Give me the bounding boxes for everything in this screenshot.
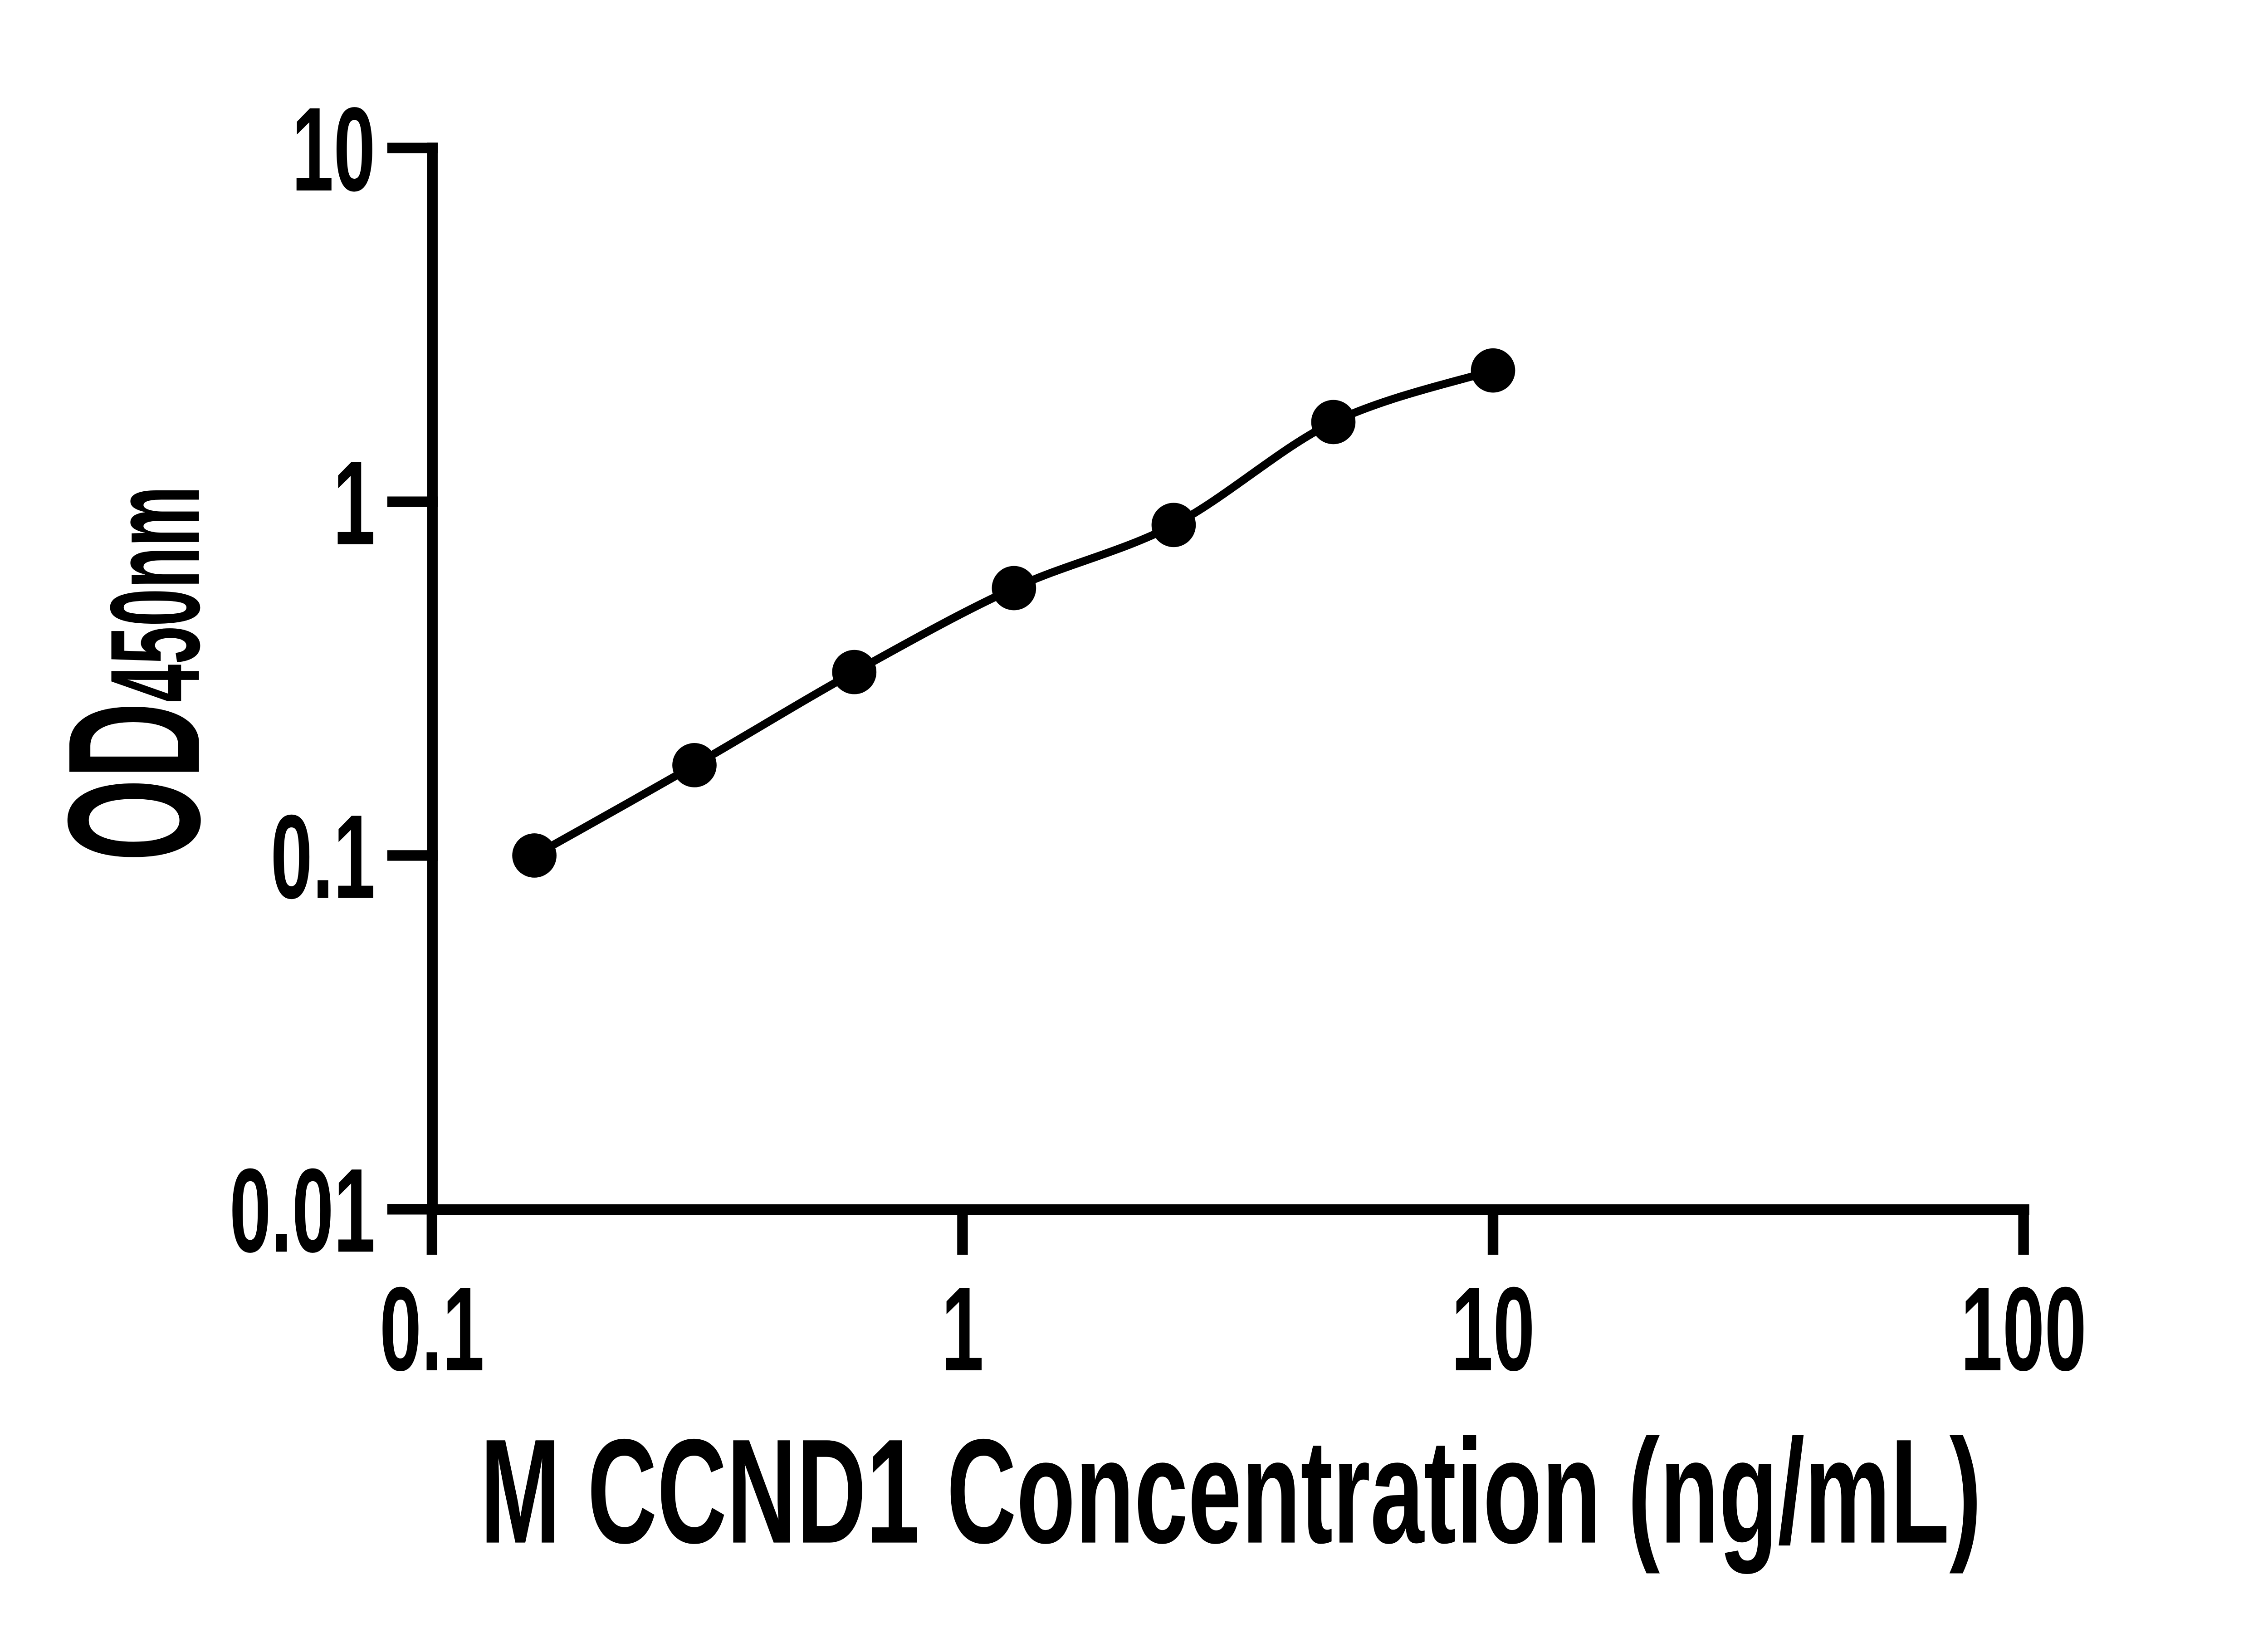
x-tick-label: 0.1 <box>380 1262 484 1395</box>
y-tick-label: 0.1 <box>270 790 375 924</box>
data-point-marker <box>1471 348 1515 393</box>
data-point-marker <box>1151 503 1196 548</box>
x-tick-label: 10 <box>1451 1262 1535 1395</box>
y-axis-title-subscript: 450nm <box>84 486 226 703</box>
data-point-marker <box>512 833 557 878</box>
axes <box>427 142 2029 1215</box>
y-axis-title: OD450nm <box>29 486 239 861</box>
data-points <box>512 348 1515 878</box>
y-axis-title-main: OD <box>29 702 239 861</box>
x-axis-tick-labels: 0.1 1 10 100 <box>380 1262 2087 1395</box>
data-point-marker <box>992 566 1036 611</box>
data-point-marker <box>1311 400 1356 445</box>
x-tick-label: 1 <box>941 1262 984 1395</box>
y-tick-label: 1 <box>333 436 376 570</box>
data-point-marker <box>672 743 717 787</box>
y-tick-label: 0.01 <box>230 1144 376 1277</box>
standard-curve-line <box>532 367 1495 859</box>
data-point-marker <box>832 650 877 694</box>
elisa-standard-curve-figure: 10 1 0.1 0.01 0.1 1 10 100 M CCND1 Concentrati… <box>28 82 2087 1575</box>
x-tick-label: 100 <box>1960 1262 2087 1395</box>
y-axis-tick-labels: 10 1 0.1 0.01 <box>230 83 376 1277</box>
y-axis-ticks <box>387 142 438 1215</box>
x-axis-ticks <box>426 1209 2029 1255</box>
y-tick-label: 10 <box>292 83 375 216</box>
x-axis-title: M CCND1 Concentration (ng/mL) <box>480 1409 1981 1575</box>
